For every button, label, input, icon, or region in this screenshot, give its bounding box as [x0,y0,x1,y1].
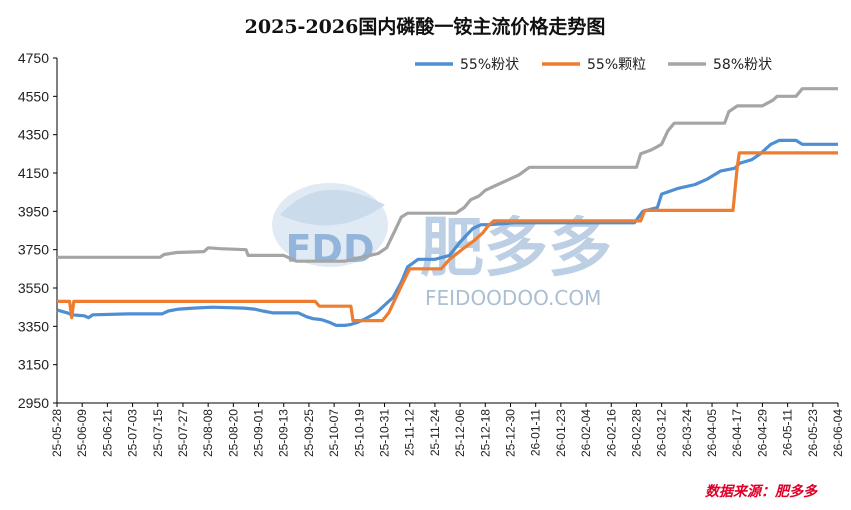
x-tick-label: 26-02-04 [579,409,593,457]
x-tick-label: 25-06-09 [75,409,89,457]
y-tick-label: 4750 [18,50,49,66]
x-tick-label: 26-01-11 [529,409,543,456]
y-tick-label: 2950 [18,395,49,411]
x-tick-label: 26-04-05 [705,409,719,457]
x-axis-ticks: 25-05-28 25-06-09 25-06-21 25-07-03 25-07-15… [50,403,845,457]
legend: 55%粉状 55%颗粒 58%粉状 [415,57,772,73]
series-lines [56,87,838,327]
watermark: FDD 肥多多 FEIDOODOO.COM [272,183,612,310]
x-tick-label: 26-03-12 [655,409,669,457]
x-tick-label: 25-11-12 [403,409,417,456]
x-tick-label: 25-08-08 [201,409,215,457]
x-tick-label: 25-12-06 [453,409,467,457]
y-tick-label: 4150 [18,165,49,181]
x-tick-label: 25-08-20 [226,409,240,457]
watermark-logo: FDD [285,227,374,271]
x-tick-label: 26-05-23 [806,409,820,457]
y-tick-label: 3950 [18,203,49,219]
x-tick-label: 25-10-31 [378,409,392,457]
series-line-1 [56,138,838,327]
x-tick-label: 25-07-15 [151,409,165,457]
x-tick-label: 25-12-30 [503,409,517,457]
x-tick-label: 25-06-21 [100,409,114,457]
chart-title: 2025-2026国内磷酸一铵主流价格走势图 [245,15,606,38]
y-tick-label: 3750 [18,242,49,258]
series-line-2 [57,151,838,323]
data-source: 数据来源：肥多多 [705,483,818,500]
x-tick-label: 26-02-16 [604,409,618,457]
series-line-3 [57,87,838,263]
axes [56,58,838,404]
legend-label-1: 55%粉状 [460,57,519,73]
x-tick-label: 26-06-04 [831,409,845,457]
x-tick-label: 26-04-17 [730,409,744,457]
x-tick-label: 26-02-28 [629,409,643,457]
legend-label-3: 58%粉状 [713,57,772,73]
y-tick-label: 4350 [18,127,49,143]
x-tick-label: 25-09-13 [277,409,291,457]
x-tick-label: 25-09-25 [302,409,316,457]
y-tick-label: 4550 [18,88,49,104]
x-tick-label: 25-05-28 [50,409,64,457]
x-tick-label: 25-12-18 [478,409,492,457]
watermark-leaf-icon [280,189,385,226]
legend-label-2: 55%颗粒 [587,57,646,73]
y-axis-ticks: 2950 3150 3350 3550 3750 3950 4150 4350 4550 4750 [18,50,57,411]
x-tick-label: 25-10-19 [352,409,366,457]
x-tick-label: 26-03-24 [680,409,694,457]
x-tick-label: 26-01-23 [554,409,568,457]
x-tick-label: 25-11-24 [428,409,442,456]
x-tick-label: 25-07-03 [126,409,140,457]
x-tick-label: 25-09-01 [252,409,266,457]
x-tick-label: 25-10-07 [327,409,341,457]
x-tick-label: 25-07-27 [176,409,190,457]
y-tick-label: 3550 [18,280,49,296]
x-tick-label: 26-04-29 [755,409,769,457]
y-tick-label: 3150 [18,357,49,373]
watermark-url: FEIDOODOO.COM [425,286,601,310]
x-tick-label: 26-05-11 [781,409,795,456]
y-tick-label: 3350 [18,318,49,334]
